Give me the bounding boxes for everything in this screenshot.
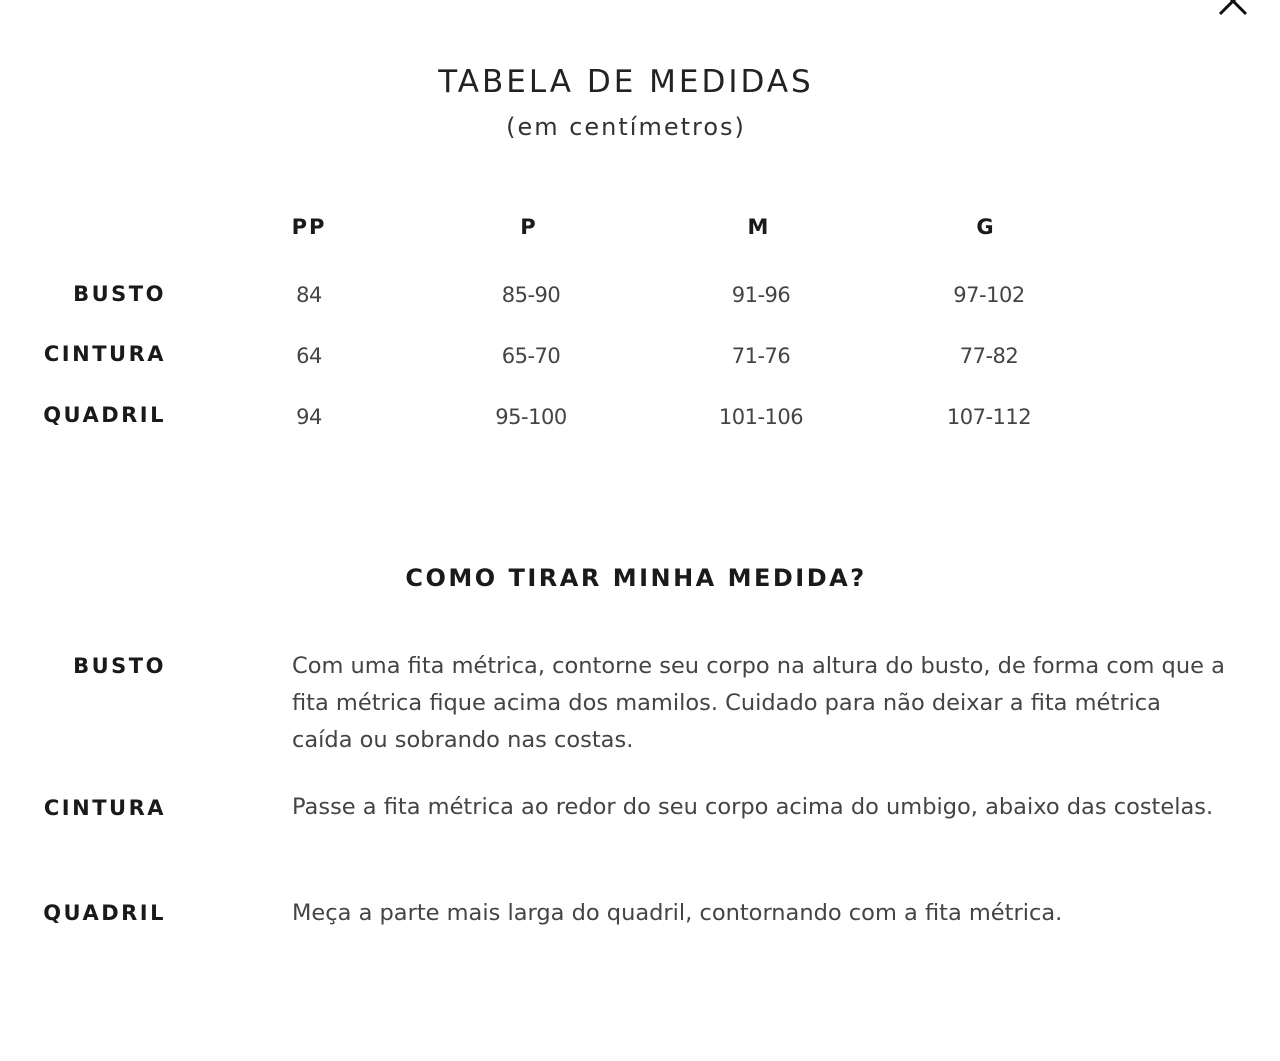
column-header-m: M (747, 215, 771, 239)
howto-title: COMO TIRAR MINHA MEDIDA? (405, 564, 867, 592)
table-cell: 101-106 (718, 405, 804, 429)
table-cell: 97-102 (953, 283, 1025, 307)
table-cell: 91-96 (731, 283, 791, 307)
table-cell: 71-76 (731, 344, 791, 368)
page-subtitle: (em centímetros) (506, 113, 746, 141)
howto-text-cintura: Passe a fita métrica ao redor do seu cor… (292, 794, 1214, 820)
table-cell: 85-90 (501, 283, 561, 307)
table-cell: 77-82 (959, 344, 1019, 368)
row-label-quadril: QUADRIL (43, 403, 166, 427)
row-label-busto: BUSTO (73, 282, 166, 306)
row-label-cintura: CINTURA (43, 342, 166, 366)
table-cell: 107-112 (946, 405, 1032, 429)
howto-label-quadril: QUADRIL (43, 901, 166, 925)
howto-label-cintura: CINTURA (43, 796, 166, 820)
table-cell: 65-70 (501, 344, 561, 368)
close-icon[interactable] (1218, 0, 1248, 16)
column-header-g: G (976, 215, 996, 239)
howto-text-quadril: Meça a parte mais larga do quadril, cont… (292, 900, 1063, 926)
table-cell: 84 (296, 283, 322, 307)
table-cell: 95-100 (495, 405, 567, 429)
table-cell: 64 (296, 344, 322, 368)
howto-text-busto: Com uma fita métrica, contorne seu corpo… (292, 653, 1225, 753)
page-title: TABELA DE MEDIDAS (438, 64, 814, 100)
column-header-pp: PP (291, 215, 327, 239)
table-cell: 94 (296, 405, 322, 429)
howto-label-busto: BUSTO (73, 654, 166, 678)
column-header-p: P (520, 215, 538, 239)
